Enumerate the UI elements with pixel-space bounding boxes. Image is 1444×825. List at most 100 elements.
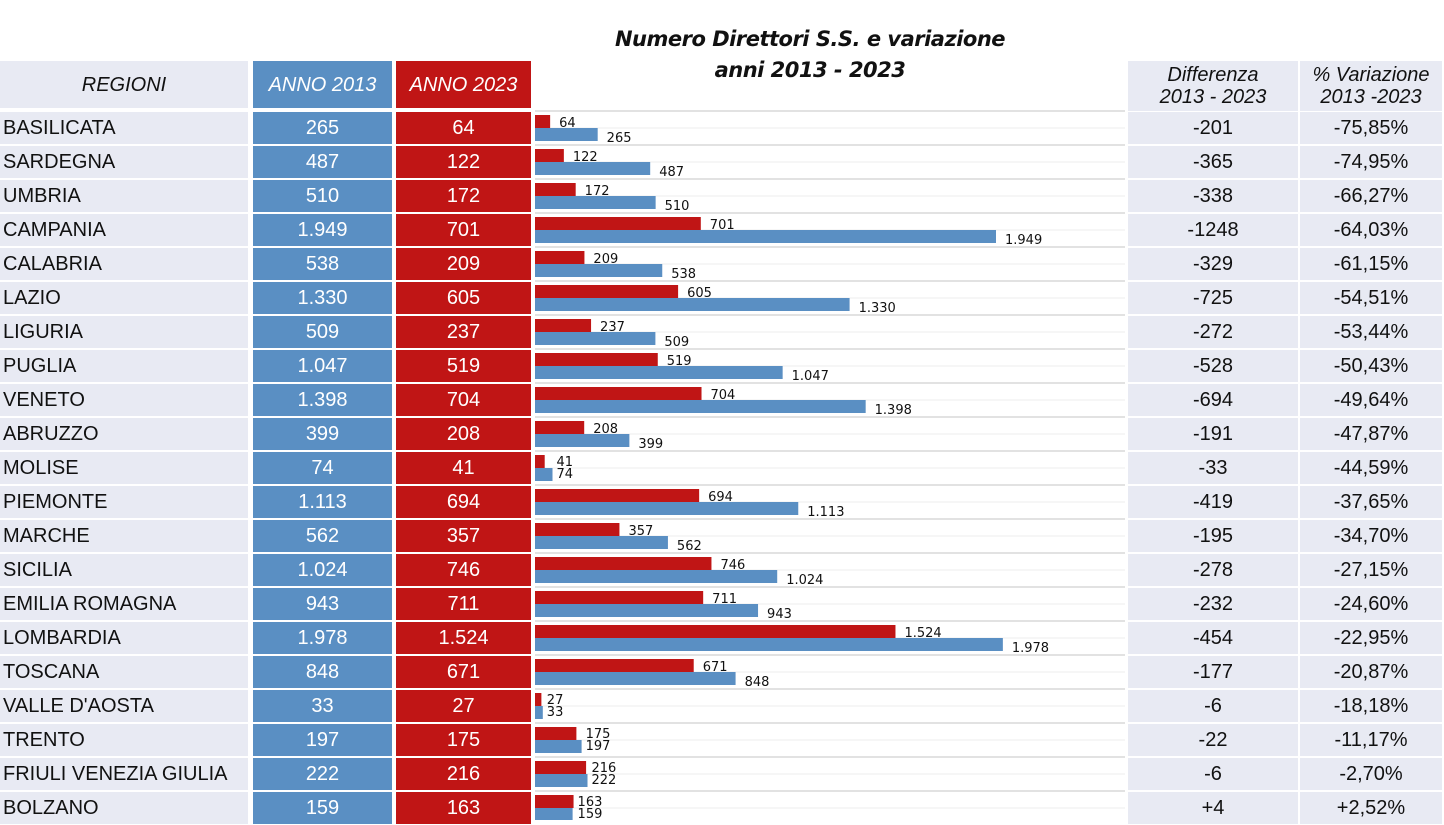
- value-2013-cell: 399: [253, 418, 392, 450]
- bar-2013: [535, 366, 783, 379]
- value-2023-cell: 704: [396, 384, 531, 416]
- percent-variation-cell: -37,65%: [1300, 486, 1442, 518]
- bar-2013: [535, 570, 778, 583]
- bar-label-2023: 208: [593, 422, 618, 437]
- bar-label-2023: 671: [703, 660, 728, 675]
- bar-2023: [535, 251, 585, 264]
- bar-2013: [535, 468, 553, 481]
- bar-label-2023: 41: [557, 455, 574, 470]
- bar-label-2013: 1.113: [807, 505, 844, 520]
- value-2013-cell: 1.978: [253, 622, 392, 654]
- percent-variation-cell: -61,15%: [1300, 248, 1442, 280]
- bar-2023: [535, 727, 577, 740]
- value-2013-cell: 538: [253, 248, 392, 280]
- value-2023-cell: 208: [396, 418, 531, 450]
- bar-label-2023: 704: [711, 388, 736, 403]
- bar-label-2023: 163: [578, 795, 603, 810]
- region-cell: CAMPANIA: [0, 214, 248, 246]
- region-cell: LIGURIA: [0, 316, 248, 348]
- bar-2023: [535, 353, 658, 366]
- header-variazione: % Variazione 2013 -2023: [1300, 61, 1442, 111]
- bar-label-2023: 27: [547, 693, 564, 708]
- bar-label-2023: 711: [712, 592, 737, 607]
- value-2023-cell: 41: [396, 452, 531, 484]
- difference-cell: -33: [1128, 452, 1298, 484]
- difference-column: Differenza 2013 - 2023 -201 -365 -338 -1248-…: [1128, 61, 1298, 825]
- region-cell: EMILIA ROMAGNA: [0, 588, 248, 620]
- value-2023-cell: 605: [396, 282, 531, 314]
- region-cell: LOMBARDIA: [0, 622, 248, 654]
- value-2023-cell: 27: [396, 690, 531, 722]
- bar-label-2013: 848: [745, 675, 770, 690]
- header-differenza-line2: 2013 - 2023: [1159, 86, 1267, 108]
- region-cell: SICILIA: [0, 554, 248, 586]
- percent-variation-cell: -47,87%: [1300, 418, 1442, 450]
- region-cell: ABRUZZO: [0, 418, 248, 450]
- value-2013-cell: 33: [253, 690, 392, 722]
- chart-title: Numero Direttori S.S. e variazione anni …: [540, 24, 1080, 86]
- bar-label-2013: 1.398: [875, 403, 912, 418]
- value-2023-cell: 357: [396, 520, 531, 552]
- difference-cell: -191: [1128, 418, 1298, 450]
- bar-2013: [535, 298, 850, 311]
- value-2023-cell: 209: [396, 248, 531, 280]
- difference-cell: -232: [1128, 588, 1298, 620]
- bar-label-2023: 605: [687, 286, 712, 301]
- percent-variation-cell: -49,64%: [1300, 384, 1442, 416]
- difference-cell: -454: [1128, 622, 1298, 654]
- bar-label-2023: 701: [710, 218, 735, 233]
- bar-label-2023: 175: [586, 727, 611, 742]
- value-2023-cell: 122: [396, 146, 531, 178]
- value-2013-cell: 509: [253, 316, 392, 348]
- bar-2013: [535, 604, 759, 617]
- value-2023-cell: 746: [396, 554, 531, 586]
- bar-2023: [535, 795, 574, 808]
- bar-label-2013: 487: [659, 165, 684, 180]
- difference-cell: -365: [1128, 146, 1298, 178]
- value-2013-cell: 222: [253, 758, 392, 790]
- value-2023-cell: 671: [396, 656, 531, 688]
- bar-label-2013: 509: [664, 335, 689, 350]
- bar-2013: [535, 196, 656, 209]
- bar-label-2013: 1.330: [859, 301, 896, 316]
- bar-2023: [535, 149, 564, 162]
- bar-2013: [535, 808, 573, 820]
- value-2013-cell: 943: [253, 588, 392, 620]
- region-cell: VALLE D'AOSTA: [0, 690, 248, 722]
- bar-2013: [535, 502, 799, 515]
- bar-2023: [535, 557, 712, 570]
- difference-cell: -1248: [1128, 214, 1298, 246]
- bar-2023: [535, 285, 679, 298]
- bar-label-2023: 172: [585, 184, 610, 199]
- value-2013-cell: 265: [253, 112, 392, 144]
- bar-2013: [535, 536, 668, 549]
- year-2013-column: ANNO 2013 265 487 510 1.949 538 1.330 509 1.047…: [253, 61, 392, 825]
- bar-label-2013: 222: [592, 773, 617, 788]
- bar-2013: [535, 740, 582, 753]
- region-cell: UMBRIA: [0, 180, 248, 212]
- value-2023-cell: 216: [396, 758, 531, 790]
- difference-cell: -694: [1128, 384, 1298, 416]
- region-cell: FRIULI VENEZIA GIULIA: [0, 758, 248, 790]
- difference-cell: -6: [1128, 758, 1298, 790]
- bar-label-2023: 237: [600, 320, 625, 335]
- difference-cell: -22: [1128, 724, 1298, 756]
- header-differenza-line1: Differenza: [1167, 64, 1259, 86]
- year-2023-column: ANNO 2023 64 122 172 701 209 605 237 519 704 208 4…: [396, 61, 531, 825]
- bar-2013: [535, 162, 651, 175]
- difference-cell: -338: [1128, 180, 1298, 212]
- region-cell: VENETO: [0, 384, 248, 416]
- bar-label-2013: 1.024: [786, 573, 823, 588]
- bar-2013: [535, 128, 598, 141]
- difference-cell: -419: [1128, 486, 1298, 518]
- bar-2023: [535, 115, 551, 128]
- bar-2013: [535, 706, 543, 719]
- header-anno-2013: ANNO 2013: [253, 61, 392, 108]
- bar-2023: [535, 625, 896, 638]
- region-cell: MARCHE: [0, 520, 248, 552]
- bar-2013: [535, 264, 663, 277]
- bar-label-2013: 74: [557, 467, 574, 482]
- percent-variation-cell: -34,70%: [1300, 520, 1442, 552]
- region-cell: BASILICATA: [0, 112, 248, 144]
- difference-cell: -6: [1128, 690, 1298, 722]
